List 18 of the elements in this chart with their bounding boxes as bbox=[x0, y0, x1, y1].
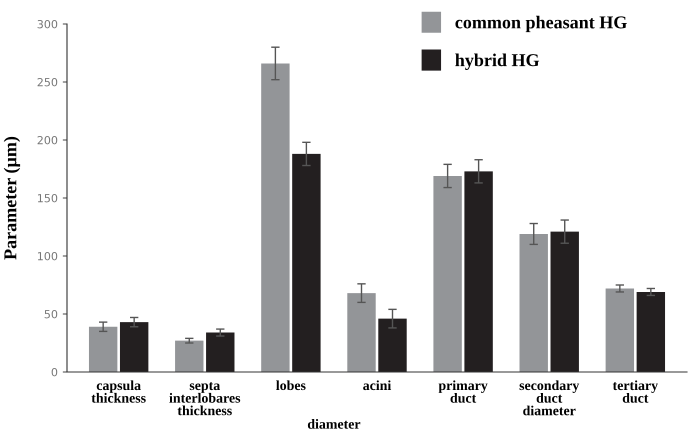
legend-label: common pheasant HG bbox=[455, 16, 627, 32]
y-tick-label: 0 bbox=[52, 368, 58, 376]
legend-label: hybrid HG bbox=[455, 54, 540, 70]
x-tick-label: acini bbox=[363, 380, 392, 390]
x-tick-label: secondary duct diameter bbox=[520, 380, 580, 416]
y-tick-label: 300 bbox=[38, 20, 58, 28]
y-tick-label: 150 bbox=[38, 194, 58, 202]
y-tick-label: 50 bbox=[44, 310, 58, 318]
y-tick-label: 250 bbox=[38, 78, 58, 86]
y-tick-label: 100 bbox=[38, 252, 58, 260]
x-tick-label: septa interlobares thickness bbox=[169, 382, 240, 416]
x-tick-label: tertiary duct bbox=[612, 380, 658, 403]
x-tick-label: lobes bbox=[276, 380, 306, 390]
text: diameter bbox=[308, 418, 360, 429]
x-tick-label: capsula thickness bbox=[91, 380, 146, 403]
y-tick-label: 200 bbox=[38, 136, 58, 144]
y-axis-title: Parameter (µm) bbox=[4, 136, 20, 260]
x-tick-label: primary duct bbox=[438, 380, 488, 403]
